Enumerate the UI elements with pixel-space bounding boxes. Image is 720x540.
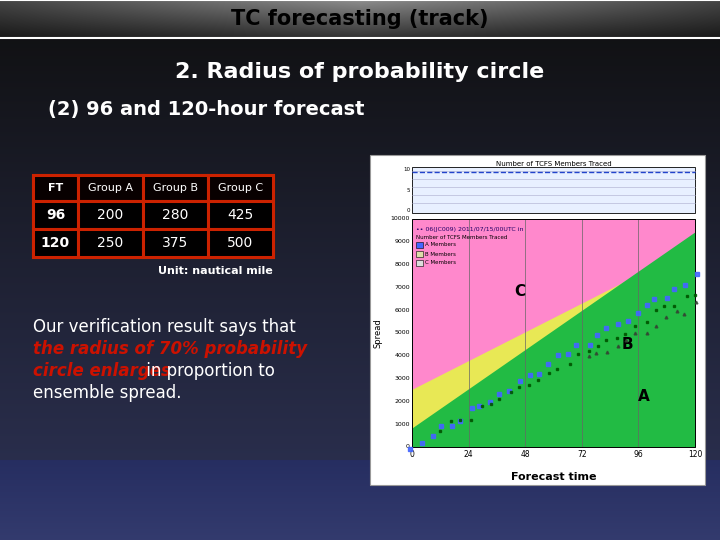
Text: 120: 120	[41, 236, 70, 250]
Text: 1000: 1000	[395, 422, 410, 427]
Text: 425: 425	[228, 208, 253, 222]
Text: Forecast time: Forecast time	[510, 472, 596, 482]
Text: 375: 375	[163, 236, 189, 250]
Text: the radius of 70% probability: the radius of 70% probability	[33, 340, 307, 358]
Bar	[143, 229, 208, 257]
Text: Group B: Group B	[153, 183, 198, 193]
Text: 24: 24	[464, 450, 474, 459]
Bar	[78, 229, 143, 257]
Text: 2000: 2000	[395, 399, 410, 404]
Bar	[412, 219, 695, 447]
Text: TC forecasting (track): TC forecasting (track)	[231, 9, 489, 29]
Polygon shape	[412, 246, 695, 447]
Bar	[370, 155, 705, 485]
Text: •• 06(JC009) 2011/07/15/00UTC in: •• 06(JC009) 2011/07/15/00UTC in	[416, 227, 523, 232]
Bar	[412, 219, 695, 447]
Text: Group C: Group C	[218, 183, 263, 193]
Text: 10000: 10000	[391, 217, 410, 221]
Text: 120: 120	[688, 450, 702, 459]
Text: B: B	[621, 337, 633, 352]
Text: ensemble spread.: ensemble spread.	[33, 384, 181, 402]
Text: Spread: Spread	[374, 318, 382, 348]
Text: 8000: 8000	[395, 262, 410, 267]
Text: 10: 10	[403, 167, 410, 172]
Bar	[33, 229, 78, 257]
Bar	[33, 175, 273, 257]
Text: 48: 48	[521, 450, 530, 459]
Text: 5: 5	[407, 187, 410, 192]
Text: Group A: Group A	[88, 183, 133, 193]
Text: 200: 200	[97, 208, 124, 222]
Text: C Members: C Members	[425, 260, 456, 266]
Bar	[33, 175, 78, 201]
Text: Number of TCFS Members Traced: Number of TCFS Members Traced	[416, 235, 508, 240]
Bar	[208, 201, 273, 229]
Text: circle enlarges: circle enlarges	[33, 362, 171, 380]
Text: 0: 0	[406, 444, 410, 449]
Bar	[416, 242, 423, 248]
Text: C: C	[514, 285, 525, 300]
Text: in proportion to: in proportion to	[141, 362, 275, 380]
Text: FT: FT	[48, 183, 63, 193]
Text: 2. Radius of probability circle: 2. Radius of probability circle	[176, 62, 544, 82]
Text: Unit: nautical mile: Unit: nautical mile	[158, 266, 273, 276]
Bar	[416, 251, 423, 257]
Bar	[78, 175, 143, 201]
Polygon shape	[412, 233, 695, 447]
Bar	[33, 201, 78, 229]
Text: 6000: 6000	[395, 308, 410, 313]
Bar	[208, 229, 273, 257]
Bar	[78, 201, 143, 229]
Text: Our verification result says that: Our verification result says that	[33, 318, 296, 336]
Bar	[416, 260, 423, 266]
Text: 9000: 9000	[395, 239, 410, 244]
Text: 7000: 7000	[395, 285, 410, 290]
Text: 0: 0	[407, 208, 410, 213]
Bar	[143, 201, 208, 229]
Text: (2) 96 and 120-hour forecast: (2) 96 and 120-hour forecast	[48, 100, 364, 119]
Text: 72: 72	[577, 450, 587, 459]
Bar	[208, 175, 273, 201]
Text: 5000: 5000	[395, 330, 410, 335]
Text: 500: 500	[228, 236, 253, 250]
Text: A: A	[638, 389, 650, 404]
Text: B Members: B Members	[425, 252, 456, 256]
Text: 0: 0	[410, 450, 415, 459]
Text: 250: 250	[97, 236, 124, 250]
Bar	[412, 167, 695, 213]
Text: 96: 96	[634, 450, 643, 459]
Text: 3000: 3000	[395, 376, 410, 381]
Text: 280: 280	[162, 208, 189, 222]
Text: A Members: A Members	[425, 242, 456, 247]
Text: 96: 96	[46, 208, 65, 222]
Bar	[143, 175, 208, 201]
Text: Number of TCFS Members Traced: Number of TCFS Members Traced	[495, 161, 611, 167]
Text: 4000: 4000	[395, 353, 410, 359]
